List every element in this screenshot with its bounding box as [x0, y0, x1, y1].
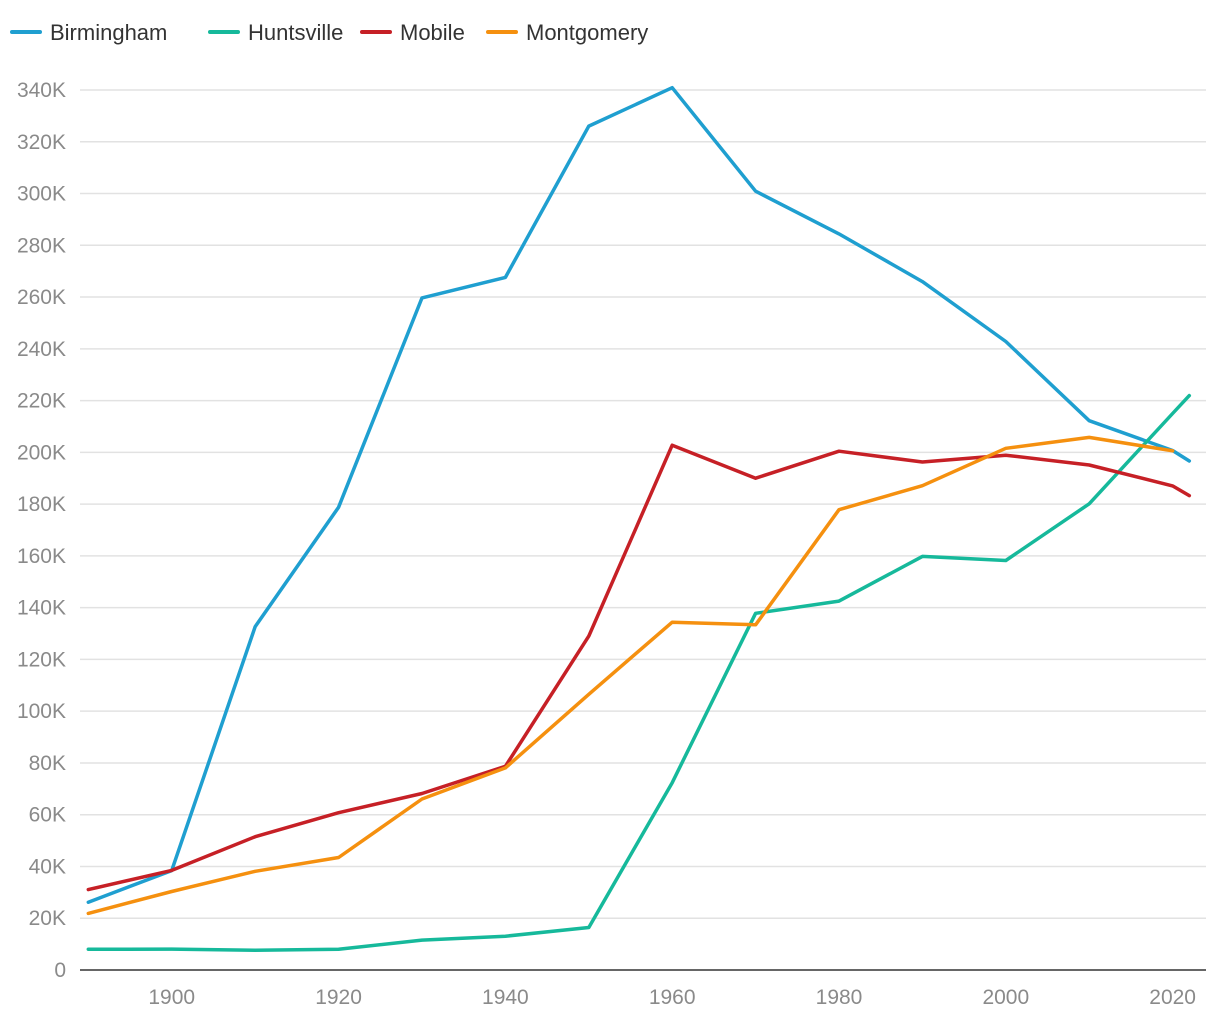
y-tick-label: 200K: [17, 441, 66, 464]
legend-item-birmingham[interactable]: Birmingham: [10, 20, 167, 45]
x-tick-label: 1940: [482, 986, 529, 1009]
y-tick-label: 260K: [17, 286, 66, 309]
x-axis-ticks: 1900 1920 1940 1960 1980 2000 2020: [148, 986, 1196, 1009]
x-tick-label: 1960: [649, 986, 696, 1009]
y-tick-label: 240K: [17, 338, 66, 361]
y-tick-label: 80K: [29, 752, 66, 775]
legend-item-montgomery[interactable]: Montgomery: [486, 20, 648, 45]
legend-label: Birmingham: [50, 20, 167, 45]
legend-label: Huntsville: [248, 20, 343, 45]
y-tick-label: 280K: [17, 234, 66, 257]
y-tick-label: 140K: [17, 597, 66, 620]
x-tick-label: 2020: [1149, 986, 1196, 1009]
series-line-montgomery: [86, 435, 1175, 916]
y-tick-label: 120K: [17, 648, 66, 671]
series-line-mobile: [86, 443, 1192, 892]
series-lines: [86, 85, 1192, 953]
legend: Birmingham Huntsville Mobile Montgomery: [10, 20, 648, 45]
x-tick-label: 1980: [816, 986, 863, 1009]
legend-label: Mobile: [400, 20, 465, 45]
gridlines: [80, 89, 1206, 919]
legend-label: Montgomery: [526, 20, 648, 45]
x-tick-label: 1900: [148, 986, 195, 1009]
x-tick-label: 2000: [982, 986, 1029, 1009]
series-line-huntsville: [86, 393, 1192, 953]
y-axis-ticks: 0 20K 40K 60K 80K 100K 120K 140K 160K 180K 200K 220…: [17, 79, 66, 982]
series-line-birmingham: [86, 85, 1192, 904]
y-tick-label: 180K: [17, 493, 66, 516]
y-tick-label: 300K: [17, 183, 66, 206]
y-tick-label: 0: [54, 959, 66, 982]
y-tick-label: 340K: [17, 79, 66, 102]
legend-item-mobile[interactable]: Mobile: [360, 20, 465, 45]
y-tick-label: 100K: [17, 700, 66, 723]
legend-item-huntsville[interactable]: Huntsville: [208, 20, 343, 45]
y-tick-label: 40K: [29, 855, 66, 878]
y-tick-label: 320K: [17, 131, 66, 154]
y-tick-label: 160K: [17, 545, 66, 568]
y-tick-label: 220K: [17, 390, 66, 413]
y-tick-label: 60K: [29, 804, 66, 827]
x-tick-label: 1920: [315, 986, 362, 1009]
y-tick-label: 20K: [29, 907, 66, 930]
